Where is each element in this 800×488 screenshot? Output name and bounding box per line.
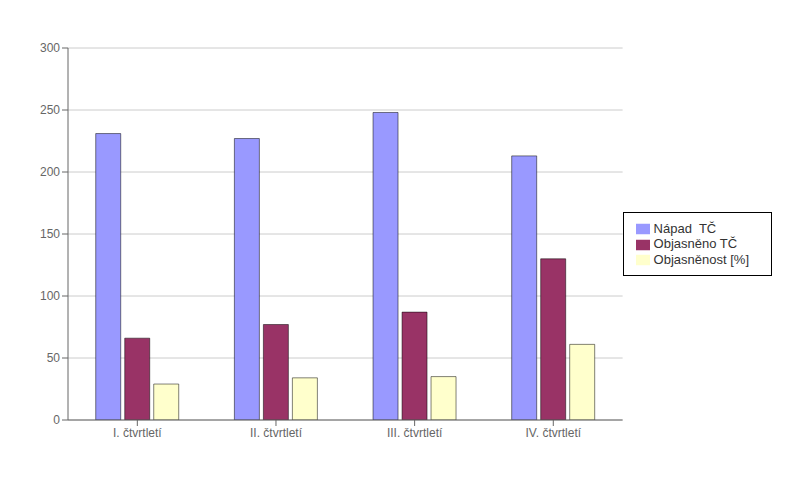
svg-text:50: 50 bbox=[47, 351, 61, 365]
svg-text:0: 0 bbox=[53, 413, 60, 427]
html-text:Objasněnost [%]: Objasněnost [%] bbox=[653, 251, 749, 267]
svg-text:150: 150 bbox=[40, 227, 60, 241]
svg-text:IV. čtvrtletí: IV. čtvrtletí bbox=[525, 426, 581, 440]
html-text:Objasněno TČ: Objasněno TČ bbox=[653, 236, 738, 252]
svg-text:100: 100 bbox=[40, 289, 60, 303]
svg-text:200: 200 bbox=[40, 165, 60, 179]
svg-text:III. čtvrtletí: III. čtvrtletí bbox=[387, 426, 443, 440]
svg-text:I. čtvrtletí: I. čtvrtletí bbox=[113, 426, 162, 440]
html-text:Nápad TČ: Nápad TČ bbox=[653, 220, 717, 236]
svg-text:II. čtvrtletí: II. čtvrtletí bbox=[250, 426, 303, 440]
svg-text:300: 300 bbox=[40, 41, 60, 55]
svg-text:250: 250 bbox=[40, 103, 60, 117]
